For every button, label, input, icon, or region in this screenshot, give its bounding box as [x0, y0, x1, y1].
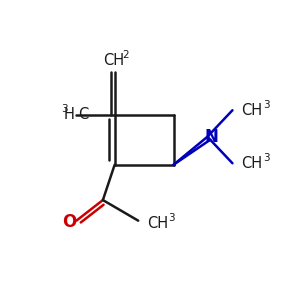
Text: CH: CH	[241, 156, 262, 171]
Text: O: O	[62, 213, 76, 231]
Text: 3: 3	[263, 100, 269, 110]
Text: 3: 3	[169, 213, 175, 223]
Text: 2: 2	[122, 50, 129, 60]
Text: CH: CH	[241, 103, 262, 118]
Text: CH: CH	[147, 216, 168, 231]
Text: 3: 3	[61, 104, 68, 114]
Text: H: H	[64, 107, 75, 122]
Text: CH: CH	[103, 53, 124, 68]
Text: 3: 3	[263, 153, 269, 163]
Text: C: C	[78, 107, 88, 122]
Text: N: N	[205, 128, 219, 146]
